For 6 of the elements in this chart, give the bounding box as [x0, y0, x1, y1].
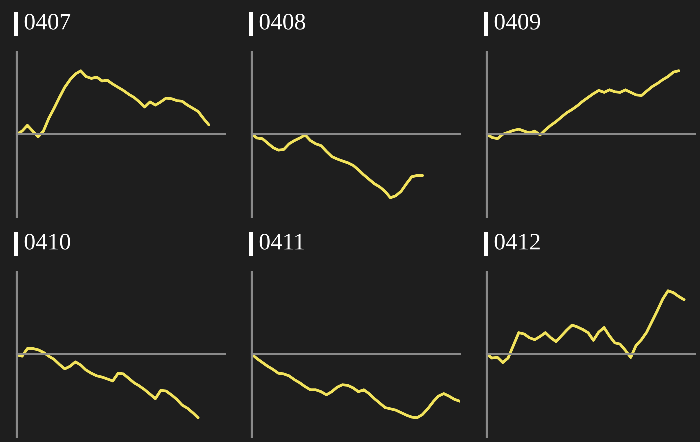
chart-title: 0407	[24, 14, 71, 30]
chart-title: 0409	[494, 14, 540, 30]
chart-title: 0410	[24, 234, 70, 250]
chart-title: 0411	[260, 234, 304, 250]
chart-title: 0412	[494, 234, 540, 250]
chart-title: 0408	[260, 14, 306, 30]
